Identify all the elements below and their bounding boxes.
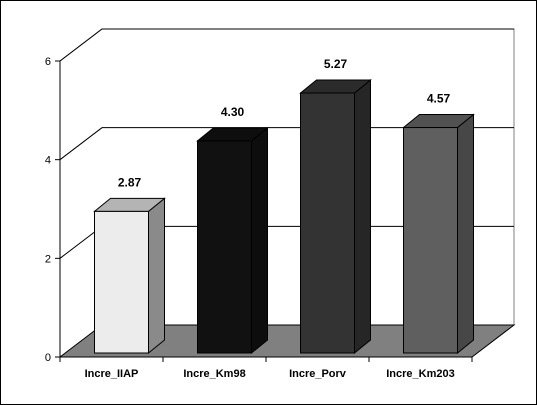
x-tick-label: Incre_Km203 (386, 368, 455, 380)
bar-side (148, 197, 165, 355)
y-tick-label: 2 (45, 253, 51, 265)
x-tick-label: Incre_Km98 (183, 368, 245, 380)
value-labels: 2.87 4.30 5.27 4.57 (118, 57, 451, 189)
bar-side (251, 126, 268, 355)
bar (402, 113, 475, 355)
bar (93, 197, 166, 355)
x-axis: Incre_IIAP Incre_Km98 Incre_Porv Incre_Km20… (59, 356, 473, 380)
bar-front (94, 210, 149, 354)
y-tick-label: 0 (45, 352, 51, 364)
y-axis: 0 2 4 6 (45, 56, 61, 364)
value-label: 5.27 (324, 57, 348, 71)
gridline (59, 28, 514, 62)
y-tick-label: 4 (45, 155, 51, 167)
bar-front (403, 127, 458, 354)
bar-side (354, 78, 371, 355)
value-label: 4.57 (427, 92, 451, 106)
bar (196, 126, 269, 355)
value-label: 4.30 (221, 105, 245, 119)
bar-front (197, 140, 252, 354)
y-tick-label: 6 (45, 56, 51, 68)
bar-side (457, 113, 474, 355)
gridline (59, 127, 514, 161)
bar-front (300, 92, 355, 354)
value-label: 2.87 (118, 175, 142, 189)
x-tick-label: Incre_Porv (289, 368, 347, 380)
bar (299, 78, 372, 355)
x-tick-label: Incre_IIAP (85, 368, 139, 380)
bars (93, 78, 475, 355)
